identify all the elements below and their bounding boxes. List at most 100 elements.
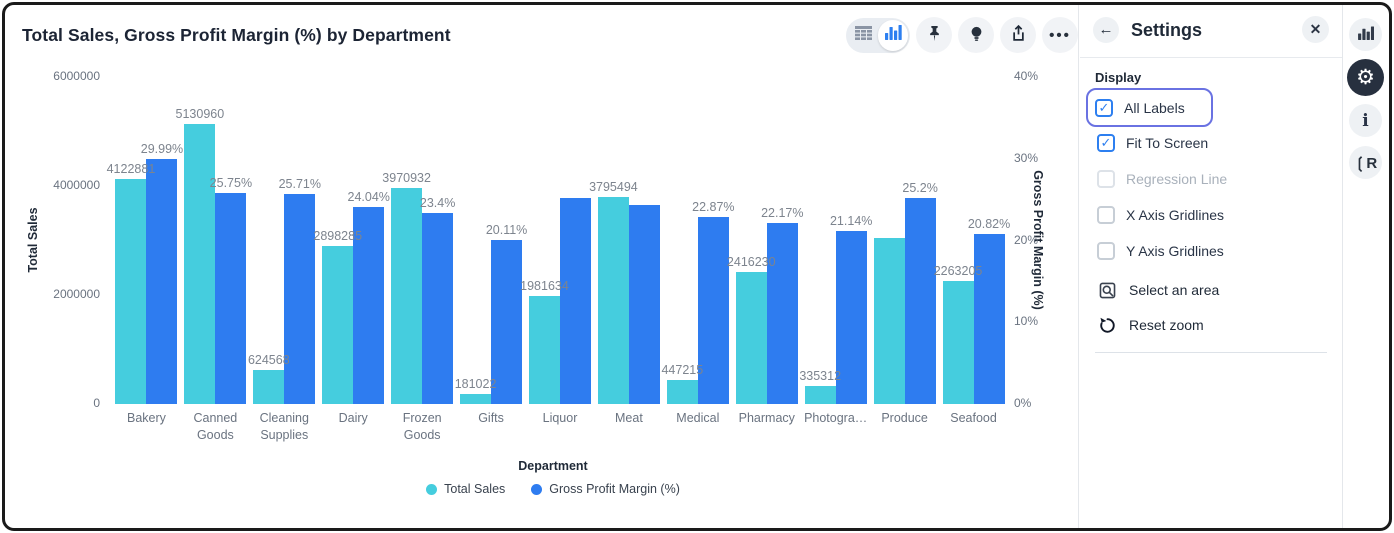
- bar-gross-profit-margin[interactable]: [422, 212, 454, 404]
- bar-gross-profit-margin[interactable]: [491, 239, 523, 404]
- checkbox-label: Fit To Screen: [1126, 135, 1209, 151]
- checkbox-unchecked-icon[interactable]: ✓: [1097, 242, 1115, 260]
- total-sales-data-label: 2416230: [726, 255, 776, 270]
- widget-sidebar: ⚙ i ❲R: [1342, 5, 1389, 528]
- bar-total-sales[interactable]: [115, 179, 147, 404]
- select-area-icon: [1097, 280, 1117, 300]
- left-axis-tick: 6000000: [53, 69, 100, 83]
- bar-gross-profit-margin[interactable]: [215, 193, 247, 404]
- chart-plot-area: Total Sales Gross Profit Margin (%) Depa…: [26, 69, 1045, 496]
- category-label: Meat: [615, 411, 643, 425]
- bar-gross-profit-margin[interactable]: [560, 197, 591, 404]
- actions-divider: [1095, 352, 1327, 353]
- category-label: Seafood: [950, 411, 997, 425]
- insights-bulb-icon: [967, 24, 986, 47]
- table-view-icon: [854, 25, 872, 45]
- checkbox-row-x-axis-gridlines[interactable]: ✓ X Axis Gridlines: [1088, 197, 1224, 233]
- bar-total-sales[interactable]: [597, 197, 629, 404]
- checkbox-checked-icon[interactable]: ✓: [1097, 134, 1115, 152]
- checkbox-checked-icon[interactable]: ✓: [1095, 98, 1113, 117]
- bar-gross-profit-margin[interactable]: [904, 197, 936, 404]
- total-sales-data-label: 4122881: [106, 162, 156, 177]
- total-sales-data-label: 3795494: [589, 180, 638, 195]
- bar-total-sales[interactable]: [942, 280, 974, 404]
- checkbox-label: Regression Line: [1126, 171, 1228, 187]
- bar-total-sales[interactable]: [391, 187, 423, 404]
- action-label: Reset zoom: [1129, 317, 1204, 333]
- total-sales-data-label: 2898285: [313, 229, 363, 244]
- action-label: Select an area: [1129, 282, 1220, 298]
- close-icon[interactable]: ✕: [1302, 16, 1329, 43]
- right-axis-tick: 10%: [1014, 314, 1039, 329]
- bar-gross-profit-margin[interactable]: [766, 222, 798, 404]
- bar-total-sales[interactable]: [184, 124, 216, 404]
- select-an-area-button[interactable]: Select an area: [1091, 272, 1219, 308]
- bar-gross-profit-margin[interactable]: [697, 217, 729, 404]
- settings-panel: ← Settings ✕ Display ✓ All Labels ✓ Fit …: [1078, 5, 1342, 528]
- total-sales-data-label: 624568: [247, 352, 290, 367]
- bar-gross-profit-margin[interactable]: [973, 233, 1005, 404]
- bar-total-sales[interactable]: [666, 379, 698, 404]
- left-axis-tick: 0: [93, 396, 100, 410]
- bar-total-sales[interactable]: [873, 238, 905, 404]
- total-sales-data-label: 5130960: [175, 107, 225, 122]
- insights-bulb-button[interactable]: [958, 17, 994, 53]
- bar-total-sales[interactable]: [804, 385, 836, 404]
- more-options-button[interactable]: •••: [1042, 17, 1078, 53]
- total-sales-data-label: 447215: [661, 362, 704, 377]
- bar-total-sales[interactable]: [735, 272, 767, 404]
- right-axis-tick: 0%: [1014, 396, 1032, 410]
- legend-item[interactable]: Gross Profit Margin (%): [531, 482, 680, 496]
- r-script-button[interactable]: ❲R: [1349, 146, 1382, 179]
- bar-total-sales[interactable]: [322, 246, 354, 404]
- checkbox-unchecked-icon[interactable]: ✓: [1097, 206, 1115, 224]
- more-options-icon: •••: [1049, 26, 1071, 44]
- total-sales-data-label: 335312: [799, 368, 842, 383]
- category-label: Produce: [881, 411, 928, 425]
- chart-type-button[interactable]: [1349, 18, 1382, 51]
- total-sales-data-label: 1981634: [520, 279, 569, 293]
- checkbox-label: X Axis Gridlines: [1126, 207, 1225, 223]
- checkbox-row-fit-to-screen[interactable]: ✓ Fit To Screen: [1088, 125, 1208, 161]
- table-view-button[interactable]: [848, 20, 878, 51]
- category-label: Liquor: [542, 411, 578, 425]
- bar-gross-profit-margin[interactable]: [146, 158, 178, 404]
- left-axis-tick: 2000000: [53, 287, 100, 301]
- bar-gross-profit-margin[interactable]: [628, 204, 660, 404]
- bar-gross-profit-margin[interactable]: [284, 193, 316, 404]
- pin-button[interactable]: [916, 17, 952, 53]
- gpm-data-label: 20.11%: [485, 222, 528, 237]
- checkbox-row-all-labels[interactable]: ✓ All Labels: [1086, 88, 1213, 127]
- gpm-data-label: 22.17%: [761, 205, 804, 220]
- settings-gear-button[interactable]: ⚙: [1347, 59, 1384, 96]
- checkbox-row-regression-line[interactable]: ✓ Regression Line: [1088, 161, 1227, 197]
- export-icon: [1009, 24, 1028, 46]
- chart-view-icon: [884, 25, 902, 45]
- checkbox-label: All Labels: [1124, 99, 1185, 116]
- gpm-data-label: 29.99%: [140, 141, 184, 156]
- bar-total-sales[interactable]: [529, 296, 560, 404]
- bar-gross-profit-margin[interactable]: [353, 207, 385, 404]
- reset-zoom-button[interactable]: Reset zoom: [1091, 307, 1204, 343]
- bar-total-sales[interactable]: [253, 369, 285, 404]
- category-label: Bakery: [127, 411, 166, 425]
- category-label: Cleaning Supplies: [259, 411, 309, 442]
- back-arrow-icon[interactable]: ←: [1093, 17, 1119, 43]
- total-sales-data-label: 3970932: [382, 170, 431, 185]
- category-label: Pharmacy: [738, 411, 795, 425]
- bar-gross-profit-margin[interactable]: [835, 231, 867, 404]
- chart-title: Total Sales, Gross Profit Margin (%) by …: [22, 25, 451, 45]
- gpm-data-label: 20.82%: [967, 216, 1011, 231]
- checkbox-row-y-axis-gridlines[interactable]: ✓ Y Axis Gridlines: [1088, 233, 1224, 269]
- legend-dot-icon: [426, 483, 438, 495]
- category-label: Gifts: [478, 411, 504, 425]
- gpm-data-label: 22.87%: [692, 200, 735, 215]
- view-toggle: [846, 17, 910, 53]
- export-button[interactable]: [1000, 17, 1036, 53]
- chart-view-button[interactable]: [878, 19, 908, 51]
- bar-total-sales[interactable]: [460, 394, 492, 404]
- info-button[interactable]: i: [1349, 104, 1382, 137]
- legend-dot-icon: [531, 483, 543, 495]
- legend-item[interactable]: Total Sales: [426, 482, 505, 496]
